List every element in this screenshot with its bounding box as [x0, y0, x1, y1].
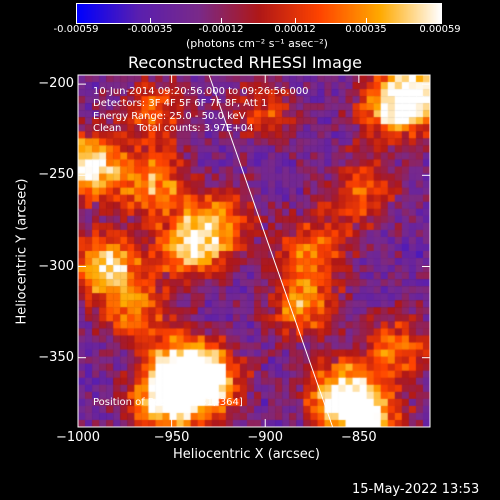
energy-range-text: Energy Range: 25.0 - 50.0 keV: [93, 111, 246, 122]
x-tick-label: −850: [340, 430, 377, 445]
colorbar-tick-label: -0.00059: [53, 24, 99, 35]
colorbar-tick-mark: [76, 18, 77, 23]
peak-position-text: Position of Peak = [-931,-364]: [93, 397, 243, 408]
y-tick-label: −300: [38, 258, 74, 274]
x-tick-label: −950: [153, 430, 190, 445]
footer-date: 15-May-2022 13:53: [352, 482, 480, 497]
colorbar-tick-mark: [365, 18, 367, 23]
colorbar-tick-mark: [220, 18, 222, 23]
colorbar-tick-label: -0.00035: [127, 24, 173, 35]
time-range-text: 10-Jun-2014 09:20:56.000 to 09:26:56.000: [93, 86, 309, 97]
heatmap-plot: [77, 74, 431, 428]
method-counts-text: Clean Total counts: 3.97E+04: [93, 123, 254, 134]
colorbar-tick-label: 0.00012: [274, 24, 316, 35]
plot-overlay: [77, 74, 431, 428]
y-tick-label: −250: [38, 167, 74, 183]
colorbar-tick-label: 0.00059: [419, 24, 461, 35]
colorbar-tick-mark: [440, 18, 441, 23]
colorbar-tick-mark: [295, 18, 297, 23]
x-tick-label: −900: [247, 430, 284, 445]
colorbar-tick-label: 0.00035: [345, 24, 387, 35]
y-tick-label: −350: [38, 349, 74, 365]
solar-limb-line: [208, 74, 334, 428]
chart-title: Reconstructed RHESSI Image: [128, 53, 362, 72]
x-tick-label: −1000: [56, 430, 100, 445]
plot-frame: [77, 74, 431, 428]
colorbar-tick-mark: [150, 18, 152, 23]
colorbar-unit-label: (photons cm⁻² s⁻¹ asec⁻²): [186, 37, 328, 50]
x-axis-label: Heliocentric X (arcsec): [173, 447, 320, 462]
heatmap-image: [78, 75, 430, 427]
colorbar-gradient: [76, 3, 442, 24]
colorbar-tick-label: -0.00012: [198, 24, 244, 35]
y-axis-label: Heliocentric Y (arcsec): [14, 178, 30, 325]
detectors-text: Detectors: 3F 4F 5F 6F 7F 8F, Att 1: [93, 98, 268, 109]
y-tick-label: −200: [38, 76, 74, 92]
